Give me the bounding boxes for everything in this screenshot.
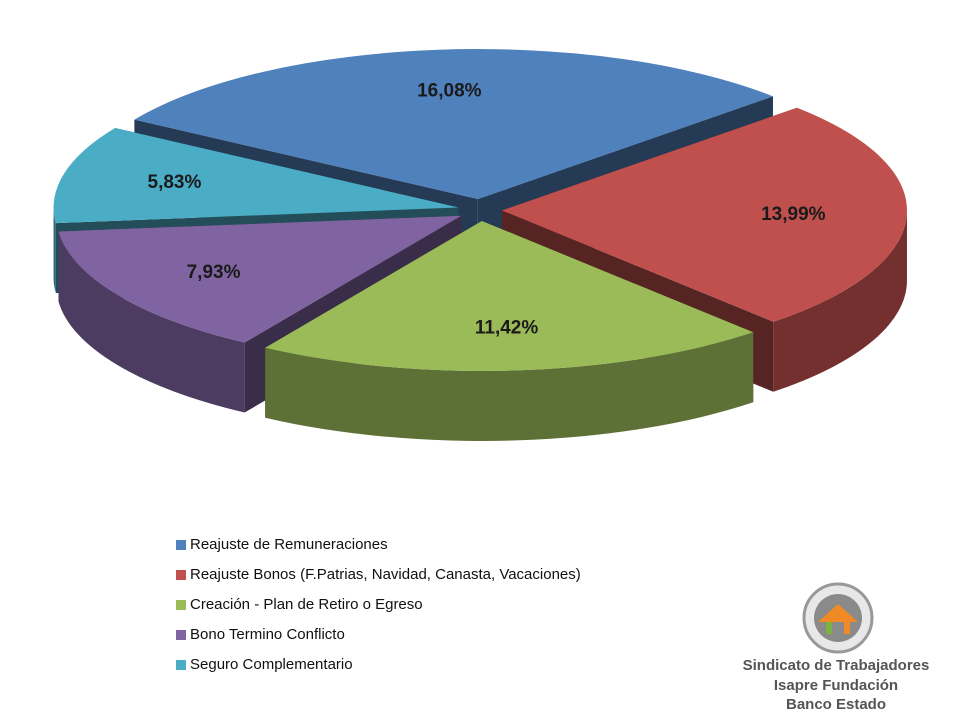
legend-swatch — [176, 600, 186, 610]
slice — [58, 215, 462, 343]
legend-label: Bono Termino Conflicto — [190, 626, 345, 643]
data-label: 11,42% — [475, 318, 538, 339]
legend-swatch — [176, 630, 186, 640]
data-label: 13,99% — [761, 204, 826, 225]
slice-side — [773, 210, 907, 392]
logo-text: Banco Estado — [786, 696, 886, 713]
slice — [134, 49, 773, 200]
slice-side — [265, 332, 754, 441]
legend-swatch — [176, 660, 186, 670]
logo-figure — [844, 622, 850, 634]
logo: Sindicato de Trabajadores Isapre Fundaci… — [743, 582, 930, 713]
logo-figure — [826, 622, 832, 634]
logo-roof — [818, 604, 858, 622]
legend-swatch — [176, 540, 186, 550]
legend-label: Reajuste Bonos (F.Patrias, Navidad, Cana… — [190, 566, 581, 583]
slice — [53, 128, 459, 224]
slice — [265, 220, 754, 371]
legend-swatch — [176, 570, 186, 580]
slice-side — [58, 231, 245, 413]
data-label: 16,08% — [417, 81, 482, 102]
legend-label: Seguro Complementario — [190, 656, 353, 673]
slice — [501, 107, 907, 322]
logo-text: Sindicato de Trabajadores — [743, 657, 930, 674]
pie-tops — [53, 49, 907, 371]
data-label: 7,93% — [187, 262, 241, 283]
slice-side — [53, 207, 56, 294]
legend-label: Reajuste de Remuneraciones — [190, 536, 388, 553]
logo-text: Isapre Fundación — [774, 677, 898, 694]
legend-label: Creación - Plan de Retiro o Egreso — [190, 596, 423, 613]
data-label: 5,83% — [148, 172, 202, 193]
